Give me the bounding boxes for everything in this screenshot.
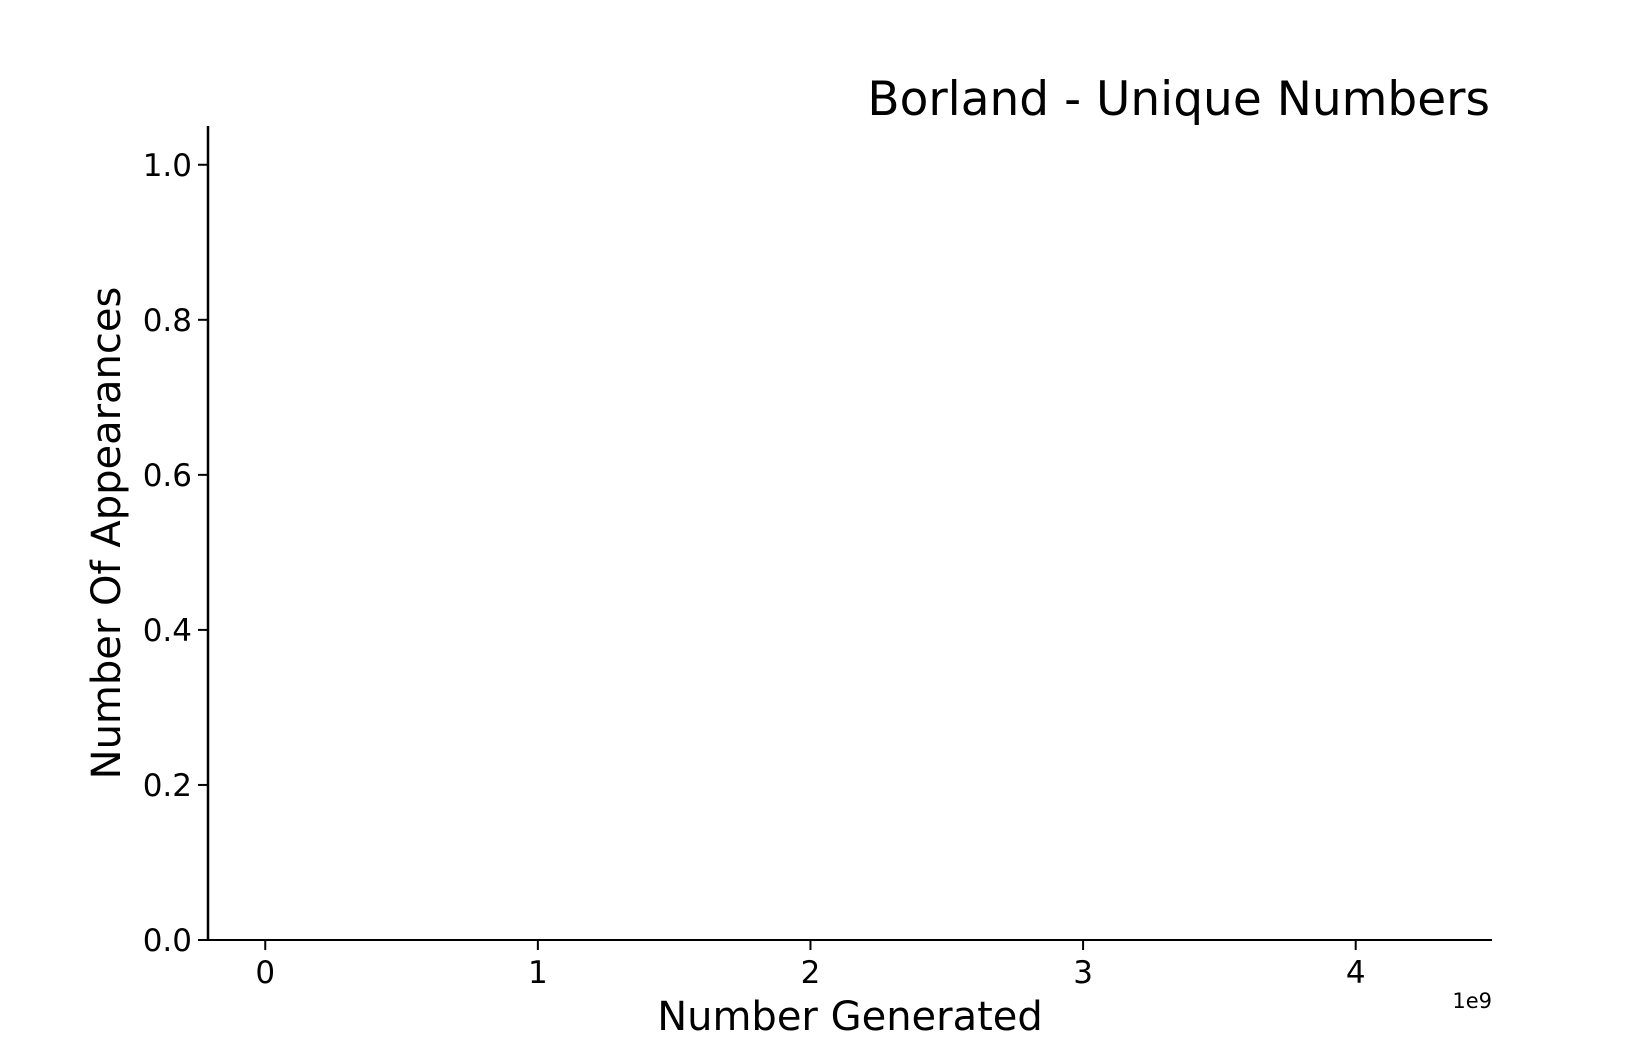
- x-tick-label: 0: [255, 955, 275, 991]
- x-tick-label: 4: [1346, 955, 1366, 991]
- x-tick-label: 2: [801, 955, 821, 991]
- y-tick-label: 1.0: [143, 148, 192, 184]
- y-tick-label: 0.0: [143, 923, 192, 959]
- x-tick-label: 1: [528, 955, 548, 991]
- y-tick-label: 0.4: [143, 613, 192, 649]
- x-ticks: 0 1 2 3 4: [255, 940, 1366, 991]
- y-ticks: 0.0 0.2 0.4 0.6 0.8 1.0: [143, 148, 208, 959]
- chart-title: Borland - Unique Numbers: [867, 72, 1490, 127]
- y-tick-label: 0.2: [143, 768, 192, 804]
- y-axis-label: Number Of Appearances: [84, 287, 130, 780]
- y-tick-label: 0.6: [143, 458, 192, 494]
- x-offset-label: 1e9: [1452, 989, 1492, 1013]
- x-axis-label: Number Generated: [657, 994, 1043, 1040]
- x-tick-label: 3: [1073, 955, 1093, 991]
- y-tick-label: 0.8: [143, 303, 192, 339]
